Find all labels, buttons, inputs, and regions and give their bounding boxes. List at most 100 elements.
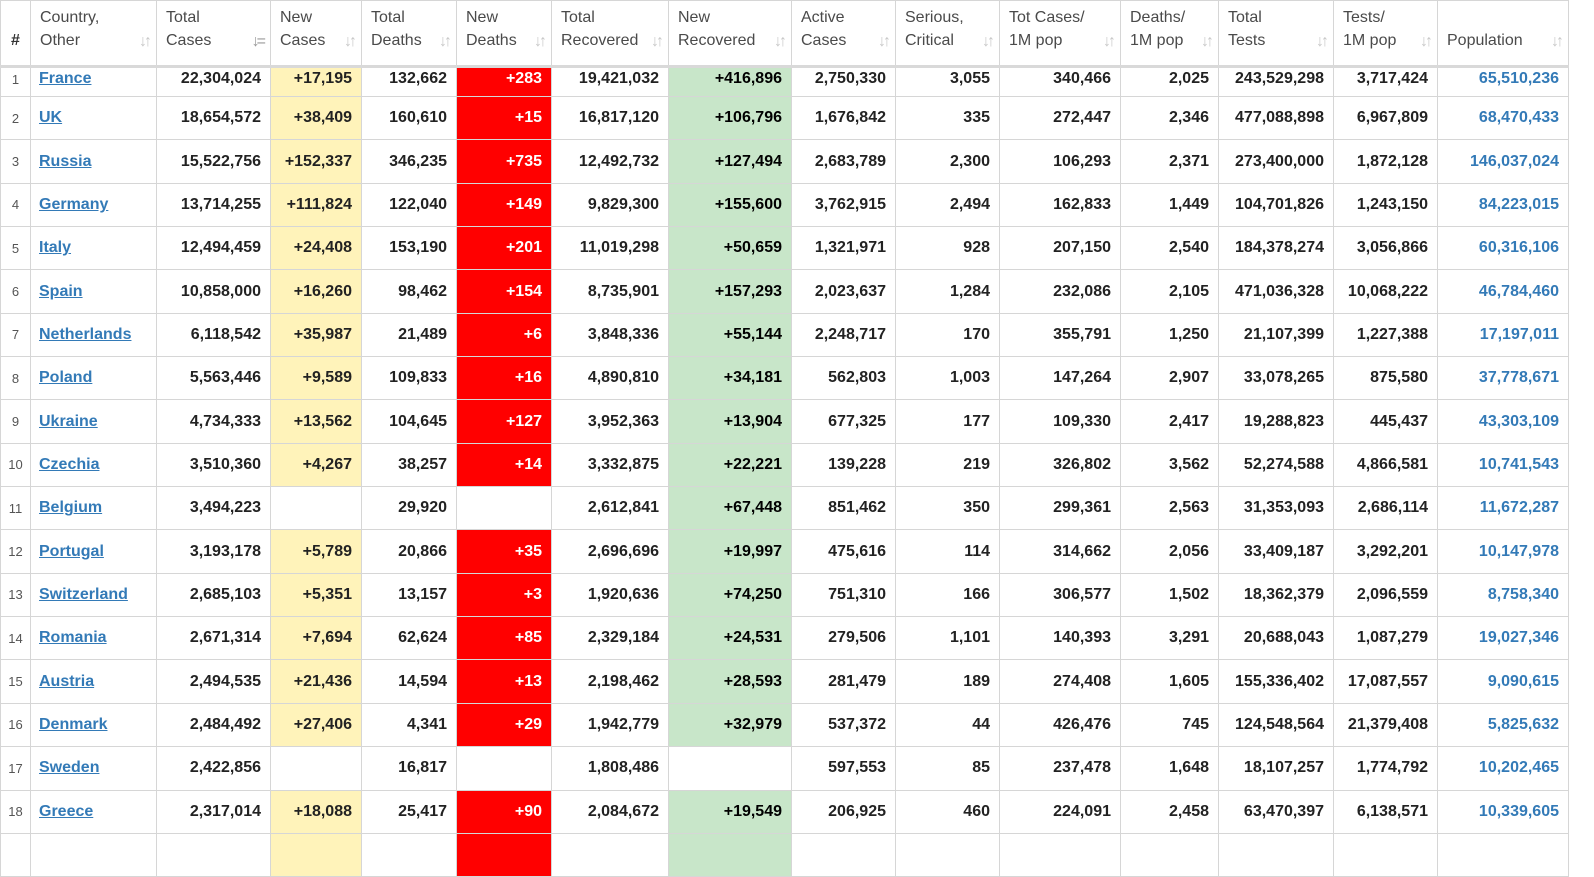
cell-cases-per-1m: 224,091 <box>999 789 1121 834</box>
column-header-new-deaths[interactable]: New Deaths ↓↑ <box>456 0 552 68</box>
cell-total-deaths: 98,462 <box>361 269 457 314</box>
cell-tests-per-1m: 445,437 <box>1333 399 1438 444</box>
cell-tests-per-1m: 3,056,866 <box>1333 226 1438 271</box>
country-link[interactable]: Ukraine <box>39 412 98 430</box>
country-link[interactable]: Poland <box>39 369 93 387</box>
country-link[interactable]: Denmark <box>39 715 108 733</box>
header-line-2: Other <box>40 32 81 49</box>
sort-arrows-icon[interactable]: ↓↑ <box>439 33 452 50</box>
cell-tests-per-1m: 2,686,114 <box>1333 486 1438 531</box>
country-link[interactable]: France <box>39 70 92 87</box>
cell-rank: 10 <box>0 442 31 488</box>
cell-total-tests: 19,288,823 <box>1218 399 1334 444</box>
sort-arrows-icon[interactable]: ↓↑ <box>344 33 357 50</box>
country-link[interactable]: Portugal <box>39 542 104 560</box>
cell-active-cases: 206,925 <box>791 789 896 834</box>
column-header-tests-per-1m[interactable]: Tests/1M pop ↓↑ <box>1333 0 1438 68</box>
sort-arrows-icon[interactable]: ↓↑ <box>982 33 995 50</box>
column-header-serious-critical[interactable]: Serious, Critical ↓↑ <box>895 0 1000 68</box>
cell-new-cases <box>270 746 362 791</box>
country-link[interactable]: Austria <box>39 672 95 690</box>
column-header-total-tests[interactable]: Total Tests ↓↑ <box>1218 0 1334 68</box>
column-header-country[interactable]: Country, Other ↓↑ <box>30 0 157 68</box>
column-header-cases-per-1m[interactable]: Tot Cases/1M pop ↓↑ <box>999 0 1121 68</box>
column-header-deaths-per-1m[interactable]: Deaths/1M pop ↓↑ <box>1120 0 1219 68</box>
column-header-total-cases[interactable]: Total Cases ↓= <box>156 0 271 68</box>
cell-total-recovered: 8,735,901 <box>551 269 669 314</box>
column-header-population[interactable]: Population ↓↑ <box>1437 0 1569 68</box>
sort-arrows-icon[interactable]: ↓↑ <box>774 33 787 50</box>
column-header-total-recovered[interactable]: Total Recovered ↓↑ <box>551 0 669 68</box>
country-link[interactable]: Italy <box>39 239 72 257</box>
header-line-2: 1M pop <box>1130 32 1184 49</box>
cell-new-deaths: +154 <box>456 269 552 314</box>
cell-total-deaths: 346,235 <box>361 139 457 184</box>
cell-active-cases: 475,616 <box>791 529 896 574</box>
cell-country: France <box>30 66 157 97</box>
sort-arrows-icon[interactable]: ↓↑ <box>1420 33 1433 50</box>
cell-deaths-per-1m: 2,025 <box>1120 66 1219 97</box>
sort-arrows-icon[interactable]: ↓↑ <box>1103 33 1116 50</box>
cell-country: Sweden <box>30 746 157 791</box>
cell-country <box>30 832 157 877</box>
sort-arrows-icon[interactable]: ↓↑ <box>534 33 547 50</box>
header-line-2: Tests <box>1228 32 1266 49</box>
country-link[interactable]: Switzerland <box>39 585 128 603</box>
cell-population: 84,223,015 <box>1437 182 1569 228</box>
sort-arrows-icon[interactable]: ↓↑ <box>1316 33 1329 50</box>
country-link[interactable]: Sweden <box>39 759 100 777</box>
country-link[interactable]: Czechia <box>39 455 100 473</box>
table-row: 18 Greece 2,317,014 +18,088 25,417 +90 2,084,6… <box>0 789 1569 834</box>
cell-tests-per-1m: 3,292,201 <box>1333 529 1438 574</box>
cell-new-deaths: +283 <box>456 66 552 97</box>
sort-arrows-icon[interactable]: ↓= <box>251 33 266 50</box>
cell-active-cases: 281,479 <box>791 659 896 704</box>
cell-active-cases: 597,553 <box>791 746 896 791</box>
sort-arrows-icon[interactable]: ↓↑ <box>878 33 891 50</box>
column-header-label: Tot Cases/1M pop <box>1000 6 1120 65</box>
cell-cases-per-1m: 426,476 <box>999 702 1121 748</box>
sort-arrows-icon[interactable]: ↓↑ <box>651 33 664 50</box>
cell-cases-per-1m: 274,408 <box>999 659 1121 704</box>
country-link[interactable]: Greece <box>39 802 94 820</box>
country-link[interactable]: Belgium <box>39 499 103 517</box>
cell-serious-critical: 335 <box>895 95 1000 141</box>
column-header-new-recovered[interactable]: New Recovered ↓↑ <box>668 0 792 68</box>
sort-arrows-icon[interactable]: ↓↑ <box>139 33 152 50</box>
cell-deaths-per-1m: 2,563 <box>1120 486 1219 531</box>
cell-active-cases: 2,248,717 <box>791 312 896 358</box>
cell-population: 8,758,340 <box>1437 572 1569 618</box>
sort-arrows-icon[interactable]: ↓↑ <box>1201 33 1214 50</box>
country-link[interactable]: Spain <box>39 282 83 300</box>
cell-new-cases: +5,789 <box>270 529 362 574</box>
cell-total-recovered: 2,084,672 <box>551 789 669 834</box>
country-link[interactable]: UK <box>39 109 63 127</box>
cell-cases-per-1m: 140,393 <box>999 616 1121 661</box>
cell-rank: 18 <box>0 789 31 834</box>
column-header-active-cases[interactable]: Active Cases ↓↑ <box>791 0 896 68</box>
cell-cases-per-1m: 207,150 <box>999 226 1121 271</box>
cell-rank: 5 <box>0 226 31 271</box>
country-link[interactable]: Germany <box>39 195 109 213</box>
cell-total-deaths: 21,489 <box>361 312 457 358</box>
country-link[interactable]: Russia <box>39 152 92 170</box>
cell-cases-per-1m: 272,447 <box>999 95 1121 141</box>
table-row: 8 Poland 5,563,446 +9,589 109,833 +16 4,890,81… <box>0 356 1569 401</box>
column-header-total-deaths[interactable]: Total Deaths ↓↑ <box>361 0 457 68</box>
cell-serious-critical: 1,101 <box>895 616 1000 661</box>
country-link[interactable]: Romania <box>39 629 107 647</box>
table-row <box>0 832 1569 877</box>
column-header-new-cases[interactable]: New Cases ↓↑ <box>270 0 362 68</box>
country-link[interactable]: Netherlands <box>39 325 132 343</box>
cell-new-deaths: +201 <box>456 226 552 271</box>
cell-country: UK <box>30 95 157 141</box>
table-row: 16 Denmark 2,484,492 +27,406 4,341 +29 1,942,7… <box>0 702 1569 748</box>
cell-new-recovered <box>668 832 792 877</box>
cell-cases-per-1m: 106,293 <box>999 139 1121 184</box>
sort-arrows-icon[interactable]: ↓↑ <box>1551 33 1564 50</box>
cell-new-deaths: +3 <box>456 572 552 618</box>
table-row: 12 Portugal 3,193,178 +5,789 20,866 +35 2,696,… <box>0 529 1569 574</box>
column-header-label: New Cases <box>271 6 361 65</box>
cell-new-cases: +17,195 <box>270 66 362 97</box>
cell-new-deaths: +6 <box>456 312 552 358</box>
